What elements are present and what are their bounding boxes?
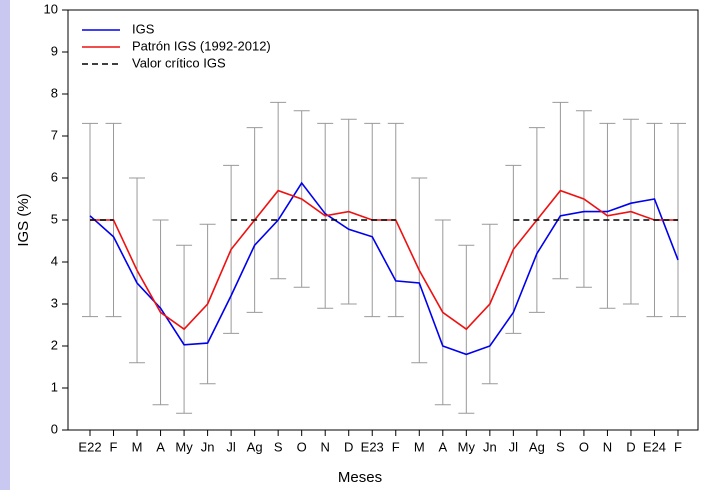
x-tick-label: E22	[78, 439, 101, 454]
legend-label: IGS	[132, 21, 155, 36]
x-tick-label: Jn	[483, 439, 497, 454]
x-tick-label: M	[132, 439, 143, 454]
x-tick-label: Ag	[529, 439, 545, 454]
x-tick-label: F	[110, 439, 118, 454]
x-axis-label: Meses	[338, 469, 382, 486]
y-tick-label: 3	[51, 295, 58, 310]
legend-label: Patrón IGS (1992-2012)	[132, 38, 271, 53]
x-tick-label: O	[297, 439, 307, 454]
x-tick-label: O	[579, 439, 589, 454]
legend-label: Valor crítico IGS	[132, 55, 226, 70]
y-tick-label: 5	[51, 211, 58, 226]
x-tick-label: M	[414, 439, 425, 454]
side-strip	[0, 0, 10, 490]
x-tick-label: D	[344, 439, 353, 454]
y-tick-label: 9	[51, 43, 58, 58]
y-tick-label: 4	[51, 253, 58, 268]
x-tick-label: A	[156, 439, 165, 454]
series-line	[89, 181, 679, 356]
x-tick-label: D	[626, 439, 635, 454]
y-axis-label: IGS (%)	[15, 193, 32, 246]
x-tick-label: Jl	[509, 439, 519, 454]
y-tick-label: 1	[51, 379, 58, 394]
x-tick-label: S	[556, 439, 565, 454]
x-tick-label: A	[438, 439, 447, 454]
x-tick-label: N	[603, 439, 612, 454]
y-tick-label: 8	[51, 85, 58, 100]
x-tick-label: Jl	[226, 439, 236, 454]
x-tick-label: My	[175, 439, 193, 454]
x-tick-label: F	[674, 439, 682, 454]
x-tick-label: My	[458, 439, 476, 454]
y-tick-label: 10	[44, 1, 58, 16]
x-tick-label: N	[321, 439, 330, 454]
x-tick-label: Jn	[201, 439, 215, 454]
x-tick-label: E24	[643, 439, 666, 454]
x-tick-label: E23	[361, 439, 384, 454]
x-tick-label: Ag	[247, 439, 263, 454]
x-tick-label: S	[274, 439, 283, 454]
x-tick-label: F	[392, 439, 400, 454]
y-tick-label: 7	[51, 127, 58, 142]
y-tick-label: 6	[51, 169, 58, 184]
y-tick-label: 2	[51, 337, 58, 352]
y-tick-label: 0	[51, 421, 58, 436]
